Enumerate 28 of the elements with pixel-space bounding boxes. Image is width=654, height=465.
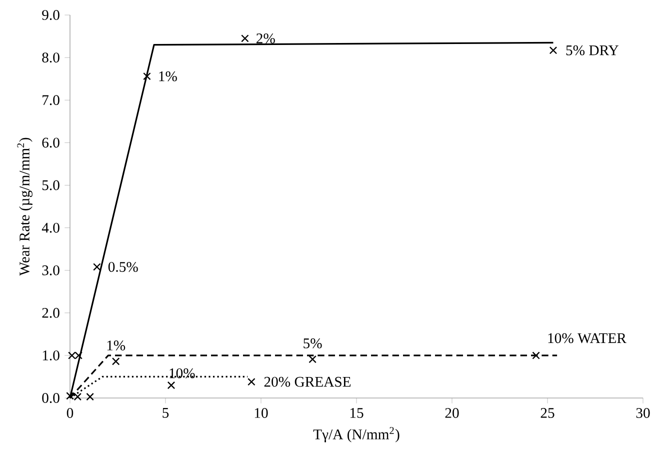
x-tick-label: 20 [445,408,459,418]
y-axis-title: Wear Rate (µg/m/mm$^{2}$) [17,138,32,276]
y-tick-label: 1.0 [42,350,60,360]
annotation: 1% [107,340,126,350]
x-tick-label: 30 [636,408,650,418]
y-tick-label: 2.0 [42,308,60,318]
x-axis-title: Tγ/A (N/mm$^{2}$) [313,427,400,442]
x-tick-label: 25 [540,408,554,418]
annotation: 5% DRY [566,45,618,56]
y-tick-label: 9.0 [42,10,60,20]
y-tick-label: 7.0 [42,95,60,106]
y-tick-label: 8.0 [42,52,60,63]
x-tick-label: 15 [350,408,364,418]
y-tick-label: 3.0 [42,265,60,276]
y-tick-label: 4.0 [42,222,60,233]
y-tick-label: 0.0 [42,393,60,403]
annotation: 5% [304,338,322,348]
annotation: 10% WATER [548,333,626,344]
annotation: 20% GREASE [264,376,351,387]
x-tick-label: 5 [162,408,169,418]
y-tick-label: 5.0 [42,180,60,190]
x-tick-label: 0 [66,408,74,418]
annotation: 0.5% [108,262,138,272]
x-tick-label: 10 [254,408,268,418]
annotation: 1% [159,71,177,82]
y-tick-label: 6.0 [42,138,60,148]
annotation: 10% [170,368,195,378]
annotation: 2% [256,33,275,44]
